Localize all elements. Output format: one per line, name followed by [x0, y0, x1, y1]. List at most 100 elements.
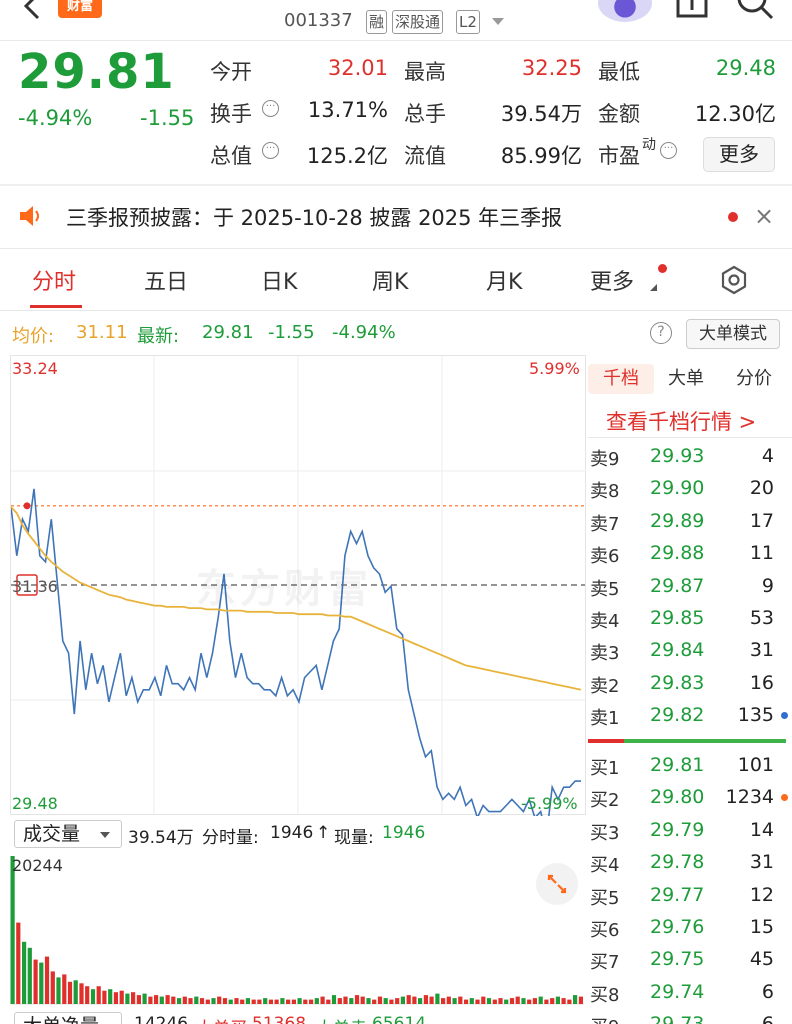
- intraday-chart[interactable]: [10, 355, 586, 816]
- dropdown-caret-icon[interactable]: [492, 18, 504, 25]
- ask-row[interactable]: 卖5 29.87 9: [588, 571, 792, 603]
- tab-thousand-levels[interactable]: 千档: [588, 364, 654, 394]
- bid-row[interactable]: 买3 29.79 14: [588, 815, 792, 847]
- volume-bar: [423, 995, 428, 1004]
- bid-price: 29.80: [650, 786, 705, 809]
- ask-level-label: 卖1: [590, 708, 620, 730]
- tab-daily-k[interactable]: 日K: [261, 270, 298, 295]
- ask-price: 29.82: [650, 704, 705, 727]
- average-price-line: [11, 506, 582, 691]
- ask-volume: 16: [749, 671, 774, 694]
- info-icon[interactable]: ···: [262, 142, 279, 159]
- volume-bar: [578, 996, 583, 1004]
- ask-volume: 31: [749, 639, 774, 662]
- current-volume-label: 现量:: [334, 828, 374, 848]
- bid-row[interactable]: 买7 29.75 45: [588, 944, 792, 976]
- bid-row[interactable]: 买2 29.80 1234: [588, 782, 792, 814]
- avatar[interactable]: [598, 0, 652, 22]
- divider: [588, 437, 792, 438]
- current-price: 29.81: [18, 44, 175, 100]
- expand-button[interactable]: [536, 863, 578, 905]
- ask-volume: 20: [749, 477, 774, 500]
- volume-bar: [222, 998, 228, 1004]
- ask-row[interactable]: 卖7 29.89 17: [588, 506, 792, 538]
- bid-price: 29.81: [650, 754, 705, 776]
- divider: [0, 184, 792, 186]
- volume-bar: [113, 992, 118, 1004]
- volume-bar: [331, 995, 337, 1004]
- tab-price-distribution[interactable]: 分价: [736, 368, 772, 389]
- tab-monthly-k[interactable]: 月K: [486, 270, 523, 295]
- open-marker: [23, 502, 31, 510]
- volume-bar: [372, 999, 377, 1004]
- price-line: [11, 488, 581, 816]
- volume-indicator-select[interactable]: 成交量: [14, 820, 122, 848]
- ask-volume: 9: [761, 574, 774, 597]
- big-buy-label: 大单买:: [196, 1014, 253, 1024]
- big-order-mode-button[interactable]: 大单模式: [686, 319, 780, 349]
- share-icon[interactable]: [672, 0, 712, 20]
- volume-bar: [498, 998, 503, 1004]
- ask-row[interactable]: 卖6 29.88 11: [588, 538, 792, 570]
- big-buy-value: 51368: [252, 1014, 307, 1024]
- bid-row[interactable]: 买8 29.74 6: [588, 977, 792, 1009]
- volume-bar: [555, 996, 560, 1004]
- help-icon[interactable]: ?: [650, 322, 672, 344]
- volume-bar: [263, 998, 268, 1004]
- volume-bar: [561, 998, 566, 1004]
- close-icon[interactable]: ×: [754, 202, 775, 230]
- info-icon[interactable]: ···: [262, 100, 279, 117]
- ask-level-label: 卖2: [590, 675, 620, 697]
- tab-five-day[interactable]: 五日: [144, 270, 189, 295]
- info-icon[interactable]: ···: [660, 142, 677, 159]
- tab-big-orders[interactable]: 大单: [668, 368, 704, 389]
- volume-bar: [527, 999, 532, 1004]
- bid-price: 29.74: [650, 980, 705, 1003]
- volume-bar: [326, 999, 331, 1004]
- tab-more[interactable]: 更多: [590, 270, 635, 295]
- ask-row[interactable]: 卖4 29.85 53: [588, 603, 792, 635]
- volume-bar: [211, 998, 216, 1004]
- tab-intraday[interactable]: 分时: [32, 270, 77, 295]
- announcement-text[interactable]: 三季报预披露：于 2025-10-28 披露 2025 年三季报: [66, 206, 563, 230]
- settings-icon[interactable]: [718, 264, 750, 296]
- volume-bar: [199, 998, 205, 1004]
- bid-price: 29.76: [650, 916, 705, 938]
- volume-bar: [446, 996, 451, 1004]
- bid-row[interactable]: 买1 29.81 101: [588, 750, 792, 782]
- ask-row[interactable]: 卖2 29.83 16: [588, 668, 792, 700]
- volume-bar: [532, 998, 537, 1004]
- net-flow-select[interactable]: 大单净量: [14, 1012, 122, 1024]
- bid-level-label: 买3: [590, 822, 620, 844]
- tag-connect: 深股通: [392, 10, 444, 34]
- bid-row[interactable]: 买6 29.76 15: [588, 912, 792, 944]
- more-button[interactable]: 更多: [703, 137, 775, 172]
- volume-bar: [182, 996, 187, 1004]
- ask-row[interactable]: 卖9 29.93 4: [588, 441, 792, 473]
- ask-row[interactable]: 卖8 29.90 20: [588, 473, 792, 505]
- bid-row[interactable]: 买4 29.78 31: [588, 847, 792, 879]
- tab-weekly-k[interactable]: 周K: [372, 270, 409, 295]
- search-icon[interactable]: [734, 0, 778, 22]
- quote-value: 125.2亿: [306, 144, 388, 168]
- volume-bar: [67, 981, 73, 1004]
- back-icon[interactable]: [18, 0, 46, 22]
- orderbook-tabs: 千档 大单 分价: [588, 358, 788, 398]
- ask-volume: 4: [761, 445, 774, 467]
- volume-bar: [389, 999, 394, 1004]
- volume-bar: [504, 999, 509, 1004]
- volume-bar: [102, 990, 107, 1004]
- chevron-down-icon[interactable]: [100, 832, 110, 838]
- bid-volume: 12: [749, 883, 774, 906]
- ask-price: 29.87: [650, 574, 705, 597]
- bid-row[interactable]: 买5 29.77 12: [588, 880, 792, 912]
- ask-row[interactable]: 卖3 29.84 31: [588, 635, 792, 667]
- ask-row[interactable]: 卖1 29.82 135: [588, 700, 792, 732]
- bid-price: 29.77: [650, 883, 705, 906]
- bid-row[interactable]: 买9 29.73 6: [588, 1009, 792, 1024]
- ask-price: 29.85: [650, 607, 705, 629]
- view-levels-link[interactable]: 查看千档行情 >: [606, 410, 757, 434]
- ask-level-label: 卖4: [590, 611, 620, 632]
- volume-bar: [354, 995, 360, 1004]
- volume-bar: [544, 999, 549, 1004]
